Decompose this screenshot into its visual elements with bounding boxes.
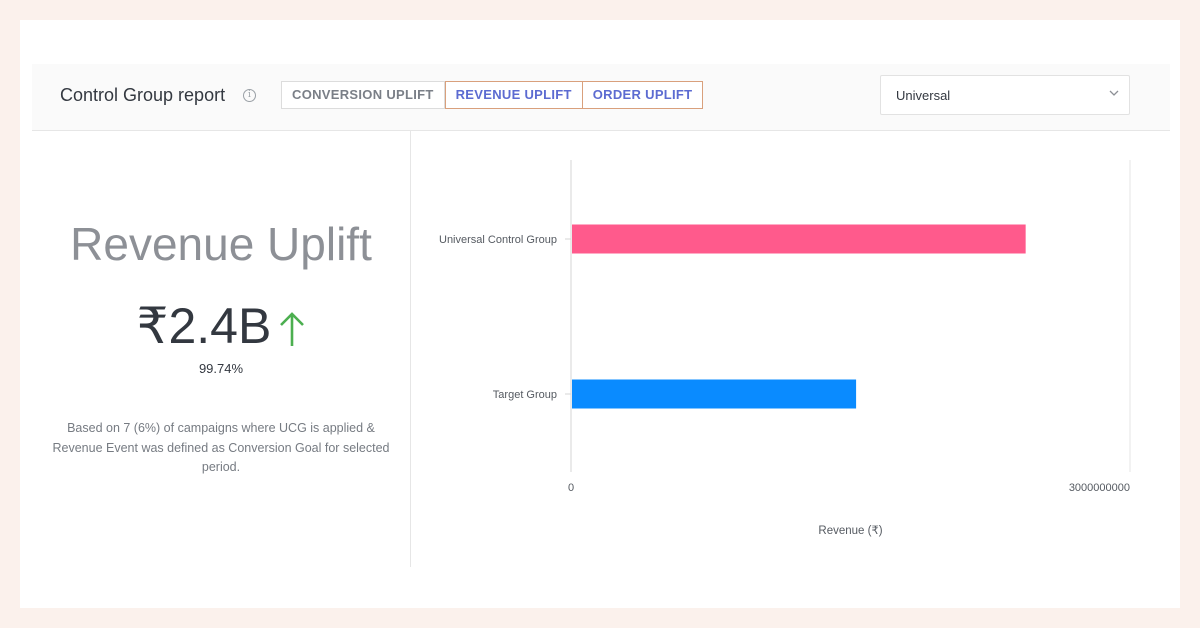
summary-note: Based on 7 (6%) of campaigns where UCG i…	[52, 421, 390, 474]
uplift-percent: 99.74%	[198, 361, 244, 376]
uplift-value: ₹2.4B	[136, 298, 272, 354]
tab-revenue-uplift[interactable]: REVENUE UPLIFT	[444, 81, 583, 109]
summary-heading: Revenue Uplift	[70, 218, 372, 270]
x-tick-label: 3000000000	[1069, 482, 1130, 494]
y-tick-label: Universal Control Group	[439, 234, 557, 246]
revenue-bar-chart: Universal Control Group Target Group 0 3000…	[439, 160, 1131, 537]
x-axis-label: Revenue (₹)	[818, 525, 882, 537]
group-select[interactable]: Universal	[880, 75, 1130, 115]
info-icon[interactable]: i	[243, 89, 256, 102]
report-header: Control Group report i CONVERSION UPLIFT…	[32, 64, 1170, 131]
panel-divider	[410, 131, 411, 567]
uplift-metric: ₹2.4B	[32, 297, 410, 355]
tab-order-uplift[interactable]: ORDER UPLIFT	[582, 81, 704, 109]
x-tick-label: 0	[568, 482, 574, 494]
arrow-up-icon	[280, 311, 305, 346]
chevron-down-icon	[1109, 90, 1119, 96]
group-select-value: Universal	[896, 88, 951, 103]
bar	[572, 224, 1026, 254]
bar	[572, 379, 857, 409]
report-card: Control Group report i CONVERSION UPLIFT…	[20, 20, 1180, 608]
tab-conversion-uplift[interactable]: CONVERSION UPLIFT	[281, 81, 445, 109]
uplift-tabs: CONVERSION UPLIFT REVENUE UPLIFT ORDER U…	[281, 81, 704, 109]
page-title: Control Group report	[60, 85, 226, 105]
y-tick-label: Target Group	[493, 389, 557, 401]
